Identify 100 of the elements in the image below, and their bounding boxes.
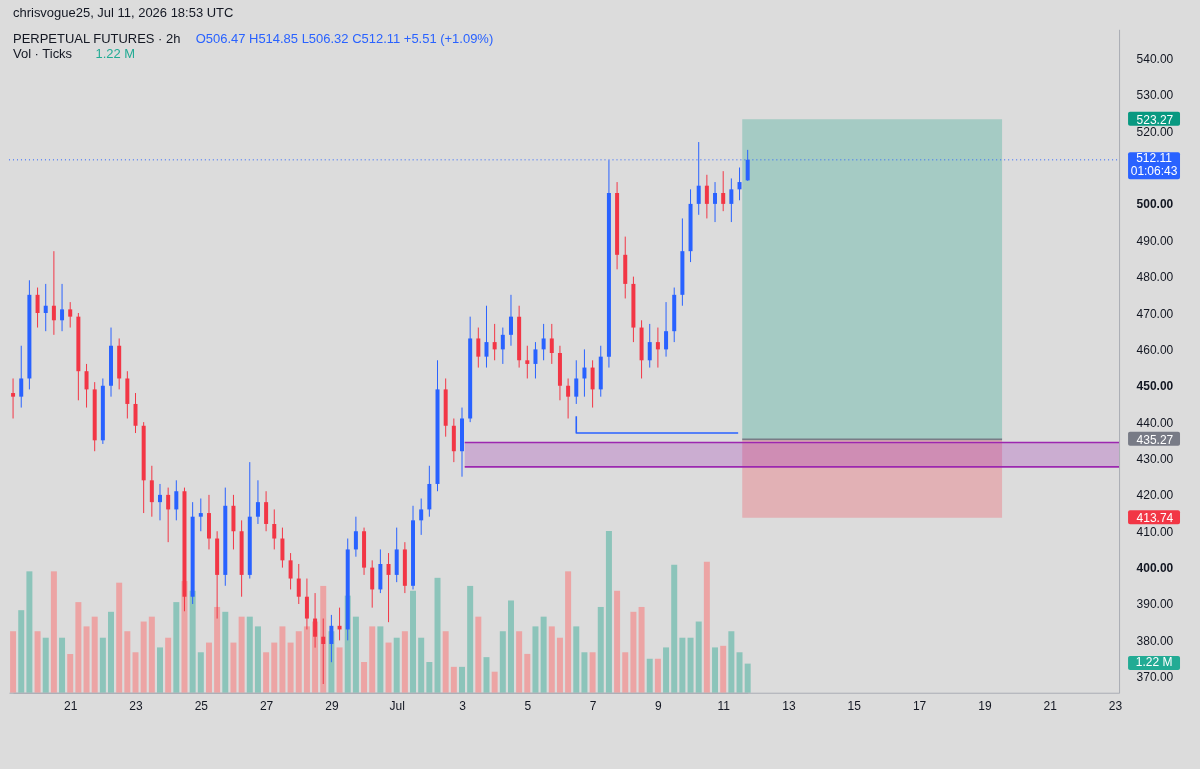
bar (91, 616, 98, 693)
candlestick (198, 498, 203, 532)
bar (450, 666, 457, 693)
bar (34, 631, 41, 693)
candlestick (549, 323, 554, 365)
bar (671, 564, 678, 693)
bar (475, 616, 482, 693)
bar (361, 661, 368, 693)
candlestick (158, 483, 162, 521)
y-tick-label: 460.00 (1136, 342, 1174, 357)
bar (467, 585, 474, 693)
bar (99, 637, 106, 693)
y-tick-label: 400.00 (1136, 561, 1174, 576)
candlestick (35, 287, 40, 329)
candlestick (500, 327, 505, 365)
x-tick-label: 15 (847, 699, 862, 714)
bar (434, 577, 441, 693)
bar (459, 666, 465, 693)
bar (173, 602, 180, 693)
x-tick-label: 23 (129, 699, 143, 714)
candlestick (84, 363, 89, 409)
y-tick-label: 540.00 (1136, 51, 1174, 66)
candlestick (288, 552, 293, 590)
bar (687, 637, 694, 693)
x-tick-label: 27 (259, 699, 274, 714)
candlestick (713, 181, 718, 223)
candlestick (149, 465, 154, 518)
bar (377, 626, 384, 693)
candlestick (476, 327, 481, 369)
candlestick (664, 301, 669, 358)
bar (263, 652, 270, 693)
x-tick-label: 7 (589, 699, 597, 714)
bar (744, 663, 751, 693)
bar (483, 657, 490, 693)
candlestick (582, 348, 587, 398)
bar (589, 652, 596, 693)
bar (426, 661, 433, 693)
bar (230, 642, 237, 693)
bar (516, 631, 523, 693)
x-tick-label: 21 (1043, 699, 1058, 714)
bar (663, 647, 670, 693)
candlestick (508, 294, 513, 347)
bar (336, 647, 343, 693)
bar (214, 606, 221, 693)
candlestick (525, 345, 530, 379)
y-tick-label: 390.00 (1136, 597, 1174, 612)
candlestick (19, 345, 24, 409)
candlestick (353, 516, 358, 558)
x-tick-label: Jul (389, 699, 405, 714)
x-tick-label: 21 (64, 699, 78, 714)
x-tick-label: 5 (524, 699, 532, 714)
candlestick (492, 323, 497, 361)
bar (720, 645, 727, 693)
bar (197, 652, 204, 693)
y-tick-label: 380.00 (1136, 633, 1174, 648)
x-tick-label: 11 (717, 699, 731, 714)
bar (157, 647, 163, 693)
bar (271, 642, 278, 693)
bar (556, 637, 563, 693)
chart-subtitle: O506.47 H514.85 L506.32 C512.11 +5.51 (+1.09%) (195, 31, 494, 47)
bar (254, 626, 261, 693)
bar (59, 637, 66, 693)
candlestick (386, 552, 391, 623)
bar (369, 626, 376, 693)
x-tick-label: 23 (1108, 699, 1123, 714)
bar (605, 530, 612, 693)
bar (385, 642, 392, 693)
bar (581, 652, 588, 693)
y-tick-label: 420.00 (1136, 488, 1174, 503)
y-tick-label: 490.00 (1136, 233, 1174, 248)
bar (614, 590, 621, 693)
bar (532, 626, 539, 693)
bar (352, 616, 359, 693)
y-tick-label: 480.00 (1136, 270, 1174, 285)
candlestick (133, 392, 138, 434)
candlestick (255, 479, 260, 525)
text: chrisvogue25, Jul 11, 2026 18:53 UTC (12, 5, 234, 21)
chart-title: PERPETUAL FUTURES · 2h (12, 31, 181, 47)
y-tick-label: 430.00 (1136, 452, 1174, 466)
bar (597, 606, 604, 693)
bar (295, 631, 302, 693)
bar (116, 582, 123, 693)
bar (712, 647, 719, 693)
bar (42, 637, 49, 693)
candlestick (566, 377, 571, 419)
bar (703, 561, 710, 693)
text: 1.22 M (1135, 655, 1173, 670)
bar (287, 642, 294, 693)
candlestick (272, 508, 277, 550)
bar (418, 637, 425, 693)
y-tick-label: 410.00 (1136, 524, 1174, 539)
chart-title: Vol · Ticks (12, 46, 73, 62)
x-tick-label: 25 (194, 699, 209, 714)
bar (132, 652, 139, 693)
x-tick-label: 29 (325, 699, 339, 714)
bar (736, 652, 743, 693)
candlestick (296, 563, 301, 605)
bar (67, 653, 74, 693)
bar (83, 626, 90, 693)
bar (279, 626, 286, 693)
